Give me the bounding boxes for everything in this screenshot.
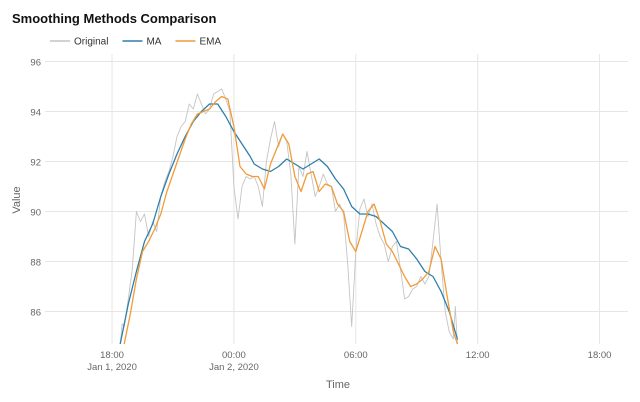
legend-item-ema: EMA xyxy=(175,37,221,48)
y-tick-label: 88 xyxy=(30,258,41,269)
x-tick-sublabel: Jan 2, 2020 xyxy=(209,362,259,373)
legend-label: EMA xyxy=(199,37,221,48)
chart-title: Smoothing Methods Comparison xyxy=(12,11,216,26)
legend-label: Original xyxy=(74,37,108,48)
x-tick-sublabel: Jan 1, 2020 xyxy=(87,362,137,373)
y-tick-label: 86 xyxy=(30,308,41,319)
x-tick-label: 00:00 xyxy=(222,350,246,361)
series-line-ma xyxy=(119,103,459,344)
x-tick-label: 18:00 xyxy=(588,350,612,361)
x-axis-label: Time xyxy=(326,379,350,391)
x-tick-label: 06:00 xyxy=(344,350,368,361)
legend-item-original: Original xyxy=(50,37,108,48)
x-tick-label: 12:00 xyxy=(466,350,490,361)
y-tick-label: 94 xyxy=(30,108,41,119)
y-tick-label: 96 xyxy=(30,58,41,69)
y-axis-ticks: 86 88 90 92 94 96 xyxy=(30,58,41,319)
y-tick-label: 92 xyxy=(30,158,41,169)
series-line-ema xyxy=(123,95,459,344)
series-line-original xyxy=(119,88,458,344)
legend-item-ma: MA xyxy=(122,37,162,48)
legend-label: MA xyxy=(146,37,161,48)
series-layer xyxy=(119,88,459,344)
grid xyxy=(45,54,628,344)
y-tick-label: 90 xyxy=(30,208,41,219)
y-axis-label: Value xyxy=(11,186,23,213)
x-tick-label: 18:00 xyxy=(100,350,124,361)
legend: Original MA EMA xyxy=(50,37,221,48)
